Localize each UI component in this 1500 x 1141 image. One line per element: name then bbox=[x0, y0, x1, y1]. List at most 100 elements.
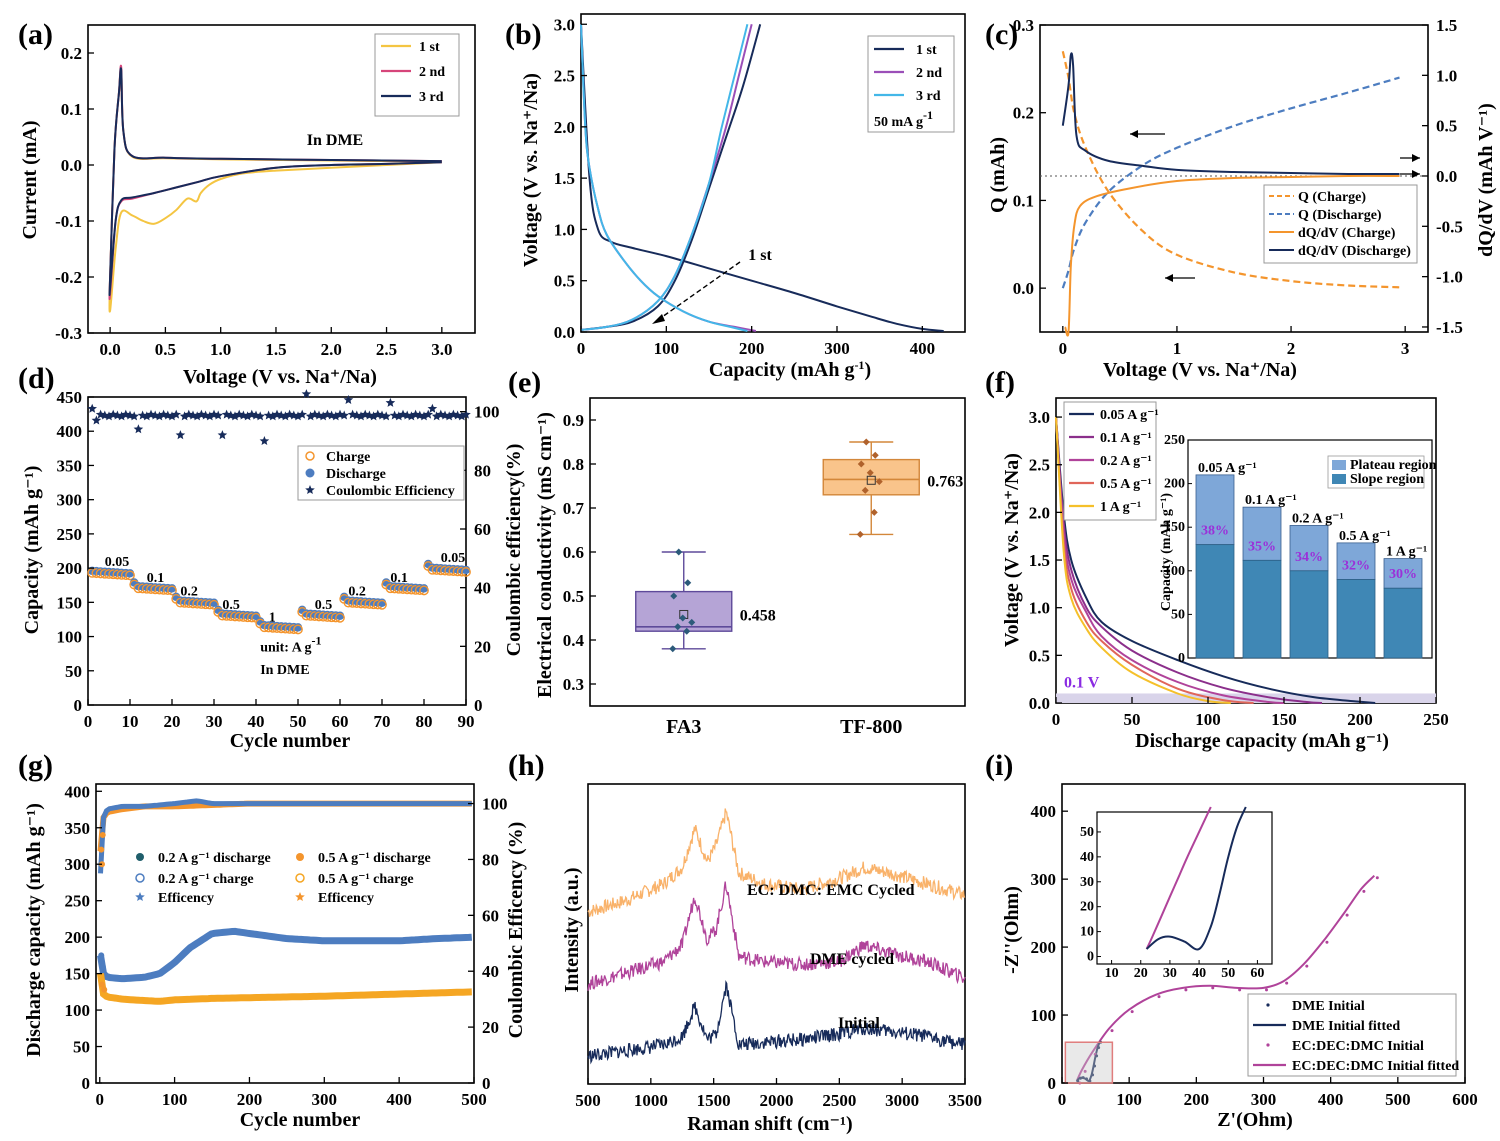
panel-d-x-tick-label: 80 bbox=[416, 712, 433, 731]
panel-i-legend-label: DME Initial bbox=[1292, 999, 1365, 1014]
panel-d-y-tick-label: 250 bbox=[57, 525, 83, 544]
panel-c-legend-label: dQ/dV (Charge) bbox=[1298, 226, 1396, 241]
panel-a-legend-label: 1 st bbox=[419, 40, 440, 55]
panel-label: (c) bbox=[985, 18, 1018, 51]
panel-d-ce-star bbox=[129, 411, 139, 421]
panel-d-rate-label: 0.5 bbox=[315, 598, 333, 613]
panel-d-ce-star bbox=[205, 411, 215, 421]
panel-a-x-tick-label: 2.5 bbox=[376, 340, 397, 359]
panel-i-y-tick-label: 300 bbox=[1031, 870, 1057, 889]
panel-d-x-tick-label: 30 bbox=[206, 712, 223, 731]
panel-h-spectrum-label: DME cycled bbox=[810, 951, 894, 968]
panel-g-legend-label: Efficency bbox=[158, 891, 214, 906]
panel-d-ce-star bbox=[133, 424, 144, 434]
panel-i-ecdecdmc-point bbox=[1375, 876, 1379, 880]
panel-e-box bbox=[822, 458, 920, 496]
panel-d-charge-point bbox=[293, 624, 303, 635]
panel-c-y2-tick-label: 1.0 bbox=[1436, 66, 1457, 85]
panel-d-y2-tick-label: 0 bbox=[474, 696, 483, 715]
panel-g-legend-label: Efficency bbox=[318, 891, 374, 906]
panel-c-ylabel: Q (mAh) bbox=[987, 137, 1009, 213]
panel-f-series-2 bbox=[1055, 417, 1323, 704]
panel-g-legend-label: 0.5 A g⁻¹ charge bbox=[318, 872, 414, 887]
panel-d-x-tick-label: 10 bbox=[122, 712, 139, 731]
panel-d-rate-label: 0.05 bbox=[105, 555, 130, 570]
panel-d-ce-star bbox=[423, 409, 433, 419]
panel-f-inset-slope-bar bbox=[1336, 579, 1376, 659]
panel-e-ylabel: Electrical conductivity (mS cm⁻¹) bbox=[534, 412, 556, 698]
panel-b-discharge-2 bbox=[580, 24, 757, 332]
panel-c-y2-tick-label: -0.5 bbox=[1436, 217, 1463, 236]
panel-g-early-point bbox=[98, 981, 105, 988]
panel-i-x-tick-label: 300 bbox=[1251, 1090, 1277, 1109]
panel-f-inset-plateau-bar bbox=[1383, 558, 1423, 589]
panel-h-x-tick-label: 3500 bbox=[948, 1091, 982, 1110]
panel-d-charge-point bbox=[461, 567, 471, 577]
panel-f-inset-slope-bar bbox=[1242, 559, 1282, 659]
panel-i-dme-point bbox=[1088, 1079, 1092, 1083]
panel-e-y-tick-label: 0.3 bbox=[563, 675, 584, 694]
panel-d-x-tick-label: 40 bbox=[248, 712, 265, 731]
panel-f-inset-slope-bar bbox=[1195, 544, 1235, 659]
panel-g-discharge-05 bbox=[97, 973, 472, 1005]
panel-d-x-tick-label: 70 bbox=[374, 712, 391, 731]
panel-b-x-tick-label: 300 bbox=[824, 339, 850, 358]
panel-f-inset-category-label: 0.05 A g⁻¹ bbox=[1198, 461, 1257, 476]
panel-h-x-tick-label: 2000 bbox=[760, 1091, 794, 1110]
panel-f-x-tick-label: 0 bbox=[1052, 710, 1061, 729]
panel-d-rate-label: 0.05 bbox=[441, 551, 466, 566]
panel-c-legend-label: Q (Discharge) bbox=[1298, 208, 1382, 223]
panel-c-series-1 bbox=[1061, 51, 1400, 289]
panel-i-dme-point bbox=[1093, 1064, 1097, 1068]
panel-label: (i) bbox=[985, 749, 1013, 782]
panel-d-ce-star bbox=[171, 409, 181, 419]
panel-d-legend-swatch bbox=[305, 485, 315, 494]
panel-h-spectrum-3 bbox=[587, 980, 966, 1065]
panel-d-ce-star bbox=[305, 411, 316, 421]
panel-e-point bbox=[675, 548, 683, 556]
panel-f-inset-category-label: 0.1 A g⁻¹ bbox=[1245, 493, 1297, 508]
panel-i-xlabel: Z'(Ohm) bbox=[1217, 1109, 1293, 1131]
panel-f-inset-tick-label: 50 bbox=[1171, 607, 1185, 622]
panel-a-series-3 bbox=[108, 67, 442, 296]
panel-g-legend-swatch bbox=[136, 853, 144, 861]
panel-f-x-tick-label: 250 bbox=[1423, 710, 1449, 729]
panel-d-ce-star bbox=[242, 411, 253, 421]
panel-b-annotation: 1 st bbox=[748, 247, 772, 264]
panel-f-x-tick-label: 150 bbox=[1271, 710, 1297, 729]
panel-d-y-tick-label: 200 bbox=[57, 559, 83, 578]
panel-a-legend-label: 2 nd bbox=[419, 65, 445, 80]
panel-i-dme-point bbox=[1081, 1076, 1085, 1080]
panel-b-charge-3 bbox=[580, 24, 749, 331]
panel-e-mean-label: 0.458 bbox=[740, 607, 776, 624]
panel-h-ylabel: Intensity (a.u.) bbox=[561, 867, 583, 992]
panel-i-legend-swatch bbox=[1266, 1003, 1270, 1007]
panel-c-x-tick-label: 2 bbox=[1287, 339, 1296, 358]
panel-d-charge-point bbox=[335, 612, 345, 623]
panel-d-ce-star bbox=[339, 410, 349, 420]
panel-d-legend bbox=[297, 445, 465, 501]
panel-f-inset-tick-label: 100 bbox=[1164, 564, 1185, 579]
panel-i-inset-x-label: 50 bbox=[1221, 966, 1235, 981]
panel-f-inset-tick-label: 150 bbox=[1164, 520, 1185, 535]
panel-i-x-tick-label: 400 bbox=[1318, 1090, 1344, 1109]
panel-d-ce-star bbox=[280, 411, 291, 421]
panel-d-ce-star bbox=[167, 411, 177, 421]
panel-g-y-tick-label: 300 bbox=[65, 855, 91, 874]
panel-d-y-tick-label: 50 bbox=[65, 662, 82, 681]
panel-i-ecdecdmc-point bbox=[1325, 940, 1329, 944]
panel-i-ecdecdmc-point bbox=[1211, 986, 1215, 990]
panel-d-ce-star bbox=[154, 411, 165, 421]
panel-c-y2-tick-label: -1.5 bbox=[1436, 318, 1463, 337]
panel-label: (f) bbox=[985, 366, 1015, 399]
panel-d-x-tick-label: 20 bbox=[164, 712, 181, 731]
panel-e-y-tick-label: 0.8 bbox=[563, 455, 584, 474]
panel-d-rate-label: 1 bbox=[269, 610, 276, 625]
panel-h-spectrum-label: Initial bbox=[838, 1015, 880, 1032]
panel-d-frame bbox=[87, 396, 467, 706]
panel-e-point bbox=[669, 645, 677, 653]
panel-d-charge-point bbox=[377, 599, 387, 610]
panel-g-efficiency-02 bbox=[98, 798, 472, 874]
panel-b-y-tick-label: 1.5 bbox=[554, 169, 575, 188]
panel-g-frame bbox=[95, 783, 475, 1084]
